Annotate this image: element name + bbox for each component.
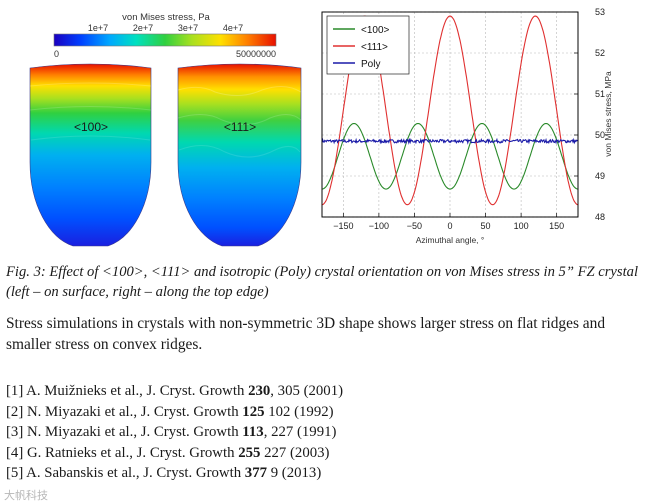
reference-prefix: [4] G. Ratnieks et al., J. Cryst. Growth (6, 444, 239, 461)
crystal-111-surface (177, 63, 302, 247)
crystal-111-contour (177, 86, 302, 96)
stress-line-chart: −150 −100 −50 0 50 100 150 48 49 50 51 52 53 Azimuth… (321, 7, 613, 245)
reference-item: [4] G. Ratnieks et al., J. Cryst. Growth… (6, 443, 626, 464)
colorbar-gradient (53, 33, 277, 47)
y-tick-label: 51 (595, 89, 605, 99)
reference-prefix: [2] N. Miyazaki et al., J. Cryst. Growth (6, 403, 243, 420)
y-tick-label: 49 (595, 171, 605, 181)
plot-ticks: −150 −100 −50 0 50 100 150 48 49 50 51 52 53 (333, 7, 605, 231)
x-tick-label: 50 (481, 221, 491, 231)
reference-item: [2] N. Miyazaki et al., J. Cryst. Growth… (6, 402, 626, 423)
watermark-text: 大帆科技 (4, 490, 48, 502)
legend-box (326, 15, 410, 75)
crystal-100-label: <100> (74, 120, 108, 134)
colorbar-tick-label: 4e+7 (223, 23, 243, 33)
colorbar-min-label: 0 (54, 49, 59, 59)
x-axis-label: Azimuthal angle, ° (416, 235, 485, 245)
reference-prefix: [3] N. Miyazaki et al., J. Cryst. Growth (6, 424, 243, 440)
crystal-100-model: <100> (29, 63, 152, 247)
legend-entry-label: <100> (361, 25, 390, 36)
figure-3: von Mises stress, Pa 1e+7 2e+7 3e+7 4e+7… (29, 7, 613, 247)
series-line (322, 137, 578, 145)
figure-caption: Fig. 3: Effect of <100>, <111> and isotr… (6, 264, 638, 300)
reference-volume: 255 (238, 444, 261, 461)
reference-suffix: 227 (2003) (260, 444, 330, 461)
x-tick-label: −150 (333, 221, 353, 231)
crystal-100-contour (29, 106, 152, 111)
crystal-100-contour (29, 82, 152, 87)
reference-item: [5] A. Sabanskis et al., J. Cryst. Growt… (6, 463, 626, 484)
summary-paragraph: Stress simulations in crystals with non-… (6, 315, 606, 353)
reference-volume: 377 (244, 465, 267, 481)
crystal-100-contour (30, 135, 151, 141)
reference-volume: 113 (242, 424, 264, 440)
reference-suffix: , 305 (2001) (270, 383, 344, 399)
plot-legend: <100> <111> Poly (326, 15, 410, 75)
colorbar-title: von Mises stress, Pa (122, 12, 210, 23)
reference-suffix: , 227 (1991) (263, 424, 337, 440)
colorbar-tick-label: 3e+7 (178, 23, 198, 33)
x-tick-label: 150 (549, 221, 564, 231)
crystal-111-label: <111> (224, 120, 256, 134)
colorbar-tick-label: 1e+7 (88, 23, 108, 33)
y-axis-label: von Mises stress, MPa (603, 71, 613, 157)
reference-prefix: [5] A. Sabanskis et al., J. Cryst. Growt… (6, 465, 245, 481)
x-tick-label: 0 (447, 221, 452, 231)
reference-prefix: [1] A. Muižnieks et al., J. Cryst. Growt… (6, 383, 249, 399)
x-tick-label: −50 (407, 221, 422, 231)
references-list: [1] A. Muižnieks et al., J. Cryst. Growt… (6, 381, 626, 484)
reference-item: [3] N. Miyazaki et al., J. Cryst. Growth… (6, 422, 626, 443)
y-tick-label: 48 (595, 212, 605, 222)
x-tick-label: −100 (369, 221, 389, 231)
legend-entry-label: <111> (361, 42, 388, 53)
crystal-111-model: <111> (177, 63, 302, 247)
crystal-111-contour (177, 114, 302, 125)
reference-volume: 230 (248, 383, 271, 399)
reference-suffix: 102 (1992) (264, 403, 334, 420)
reference-item: [1] A. Muižnieks et al., J. Cryst. Growt… (6, 381, 626, 402)
legend-entry-label: Poly (361, 59, 380, 70)
crystal-111-contour (178, 145, 301, 158)
y-tick-label: 52 (595, 48, 605, 58)
y-tick-label: 50 (595, 130, 605, 140)
reference-volume: 125 (242, 403, 265, 420)
reference-suffix: 9 (2013) (267, 465, 322, 481)
colorbar: von Mises stress, Pa 1e+7 2e+7 3e+7 4e+7… (53, 12, 277, 59)
crystal-100-surface (29, 63, 152, 247)
y-tick-label: 53 (595, 7, 605, 17)
x-tick-label: 100 (514, 221, 529, 231)
colorbar-max-label: 50000000 (236, 49, 276, 59)
colorbar-tick-label: 2e+7 (133, 23, 153, 33)
